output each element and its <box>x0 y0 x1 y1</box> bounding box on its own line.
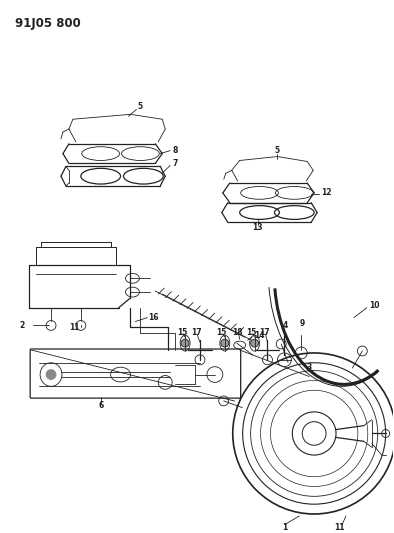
Text: 15: 15 <box>246 328 257 337</box>
Circle shape <box>181 339 189 347</box>
Text: 4: 4 <box>282 321 288 330</box>
Text: 11: 11 <box>334 523 344 532</box>
Text: 10: 10 <box>369 301 379 310</box>
Text: 13: 13 <box>252 223 263 232</box>
Text: 5: 5 <box>138 102 143 111</box>
Circle shape <box>251 339 258 347</box>
Text: 2: 2 <box>19 321 24 330</box>
Text: 18: 18 <box>232 328 243 337</box>
Text: 17: 17 <box>191 328 201 337</box>
Text: 14: 14 <box>255 331 265 340</box>
Text: 6: 6 <box>98 401 103 410</box>
Text: 91J05 800: 91J05 800 <box>15 17 81 30</box>
Text: 3: 3 <box>306 363 312 372</box>
Text: 12: 12 <box>321 188 332 197</box>
Text: 7: 7 <box>172 159 178 168</box>
Text: 15: 15 <box>177 328 187 337</box>
Text: 15: 15 <box>217 328 227 337</box>
Circle shape <box>221 339 229 347</box>
Ellipse shape <box>46 370 56 379</box>
Text: 5: 5 <box>275 146 280 155</box>
Text: 8: 8 <box>172 146 178 155</box>
Text: 11: 11 <box>69 323 80 332</box>
Text: 1: 1 <box>282 523 287 532</box>
Text: 9: 9 <box>299 319 305 328</box>
Text: 17: 17 <box>259 328 270 337</box>
Text: 16: 16 <box>149 313 159 322</box>
